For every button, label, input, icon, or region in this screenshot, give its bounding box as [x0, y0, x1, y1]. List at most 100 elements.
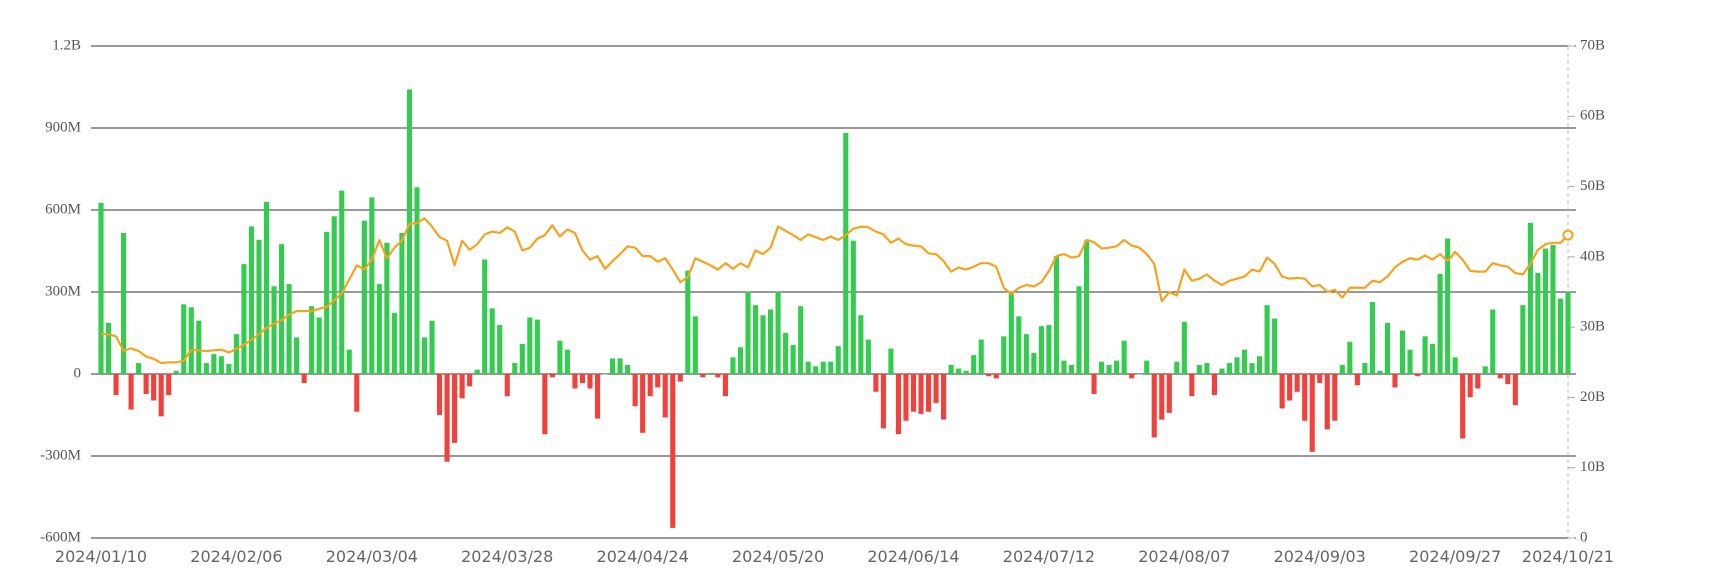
bar	[346, 349, 352, 374]
bar	[925, 374, 932, 412]
y-tick-label: 1.2B	[52, 37, 81, 53]
bar	[1467, 374, 1473, 398]
x-tick-label: 2024/09/03	[1274, 547, 1366, 566]
bar	[730, 357, 736, 374]
bar	[1046, 325, 1052, 374]
bar	[828, 361, 834, 374]
bar	[489, 308, 495, 374]
bar	[1392, 374, 1398, 388]
bar	[587, 374, 593, 389]
bar	[294, 337, 300, 374]
bar	[452, 374, 458, 443]
bar	[557, 340, 563, 374]
bar	[143, 374, 149, 394]
line-end-marker	[1562, 229, 1574, 241]
bar	[1354, 374, 1360, 386]
bar	[331, 216, 337, 374]
bar	[1068, 364, 1075, 374]
bar	[602, 374, 608, 375]
bar	[1083, 240, 1090, 374]
bar	[226, 363, 232, 374]
bar	[188, 307, 194, 374]
bar	[670, 374, 676, 528]
bar	[436, 374, 443, 415]
bar	[256, 239, 262, 374]
bar	[196, 320, 202, 374]
y-tick-label: -600M	[40, 529, 81, 545]
bar	[121, 232, 127, 374]
bar	[98, 202, 104, 374]
bar	[136, 363, 142, 374]
bar	[1339, 364, 1345, 374]
x-tick-label: 2024/05/20	[732, 547, 824, 566]
bar	[971, 355, 977, 374]
y2-tick-label: 30B	[1580, 319, 1605, 335]
bar	[233, 334, 239, 374]
bar	[128, 374, 134, 410]
bar	[737, 347, 744, 374]
bar	[1189, 374, 1195, 397]
bar	[1407, 349, 1413, 374]
y2-tick-label: 50B	[1580, 178, 1605, 194]
bar	[384, 242, 390, 374]
bar	[1211, 374, 1217, 396]
bar	[1016, 316, 1022, 374]
bar	[617, 358, 623, 374]
bar	[241, 264, 247, 374]
bar	[1114, 360, 1120, 374]
bar	[1129, 374, 1135, 379]
x-tick-label: 2024/09/27	[1409, 547, 1501, 566]
bar	[369, 197, 375, 374]
y-tick-label: 900M	[45, 119, 81, 135]
bar	[1279, 374, 1285, 409]
bar	[1249, 363, 1255, 374]
bar	[399, 232, 405, 374]
bar	[1324, 374, 1330, 430]
bar	[181, 304, 187, 374]
bar	[1031, 352, 1037, 374]
x-tick-label: 2024/08/07	[1138, 547, 1230, 566]
bar	[203, 363, 209, 374]
bar	[880, 374, 886, 429]
bar	[113, 374, 119, 396]
bar	[376, 284, 382, 374]
bar	[1512, 374, 1518, 406]
bar	[248, 226, 255, 374]
bar	[760, 315, 766, 374]
bar	[173, 370, 179, 374]
bar	[1497, 374, 1503, 379]
bar	[1076, 286, 1082, 374]
bar	[519, 343, 525, 374]
bar	[1520, 305, 1526, 374]
line	[101, 217, 1569, 365]
axis-labels: -600M -300M 0 300M 600M 900M 1.2B 0 10B 20B 30B 40B…	[40, 37, 1614, 566]
y2-tick-label: 20B	[1580, 389, 1605, 405]
bar	[1452, 357, 1458, 374]
bar	[105, 322, 112, 374]
bar	[1287, 374, 1293, 401]
x-tick-label: 2024/02/06	[190, 547, 282, 566]
bar	[1166, 374, 1172, 413]
bar	[948, 364, 954, 374]
bar	[1053, 256, 1059, 374]
bar	[858, 315, 864, 374]
bar	[1414, 374, 1421, 377]
bar	[1204, 363, 1210, 374]
bar	[963, 370, 969, 374]
bar	[986, 374, 992, 377]
bar	[888, 348, 894, 374]
bar	[1091, 374, 1097, 394]
bar	[752, 305, 759, 374]
bar	[263, 201, 270, 374]
bar	[316, 317, 322, 374]
bar	[406, 89, 413, 375]
bar	[572, 374, 578, 389]
bar	[271, 286, 277, 374]
bar	[391, 312, 397, 374]
bar	[700, 374, 706, 378]
bar	[467, 374, 473, 387]
bar	[625, 364, 631, 374]
bar	[783, 333, 789, 374]
bar	[1399, 330, 1406, 374]
